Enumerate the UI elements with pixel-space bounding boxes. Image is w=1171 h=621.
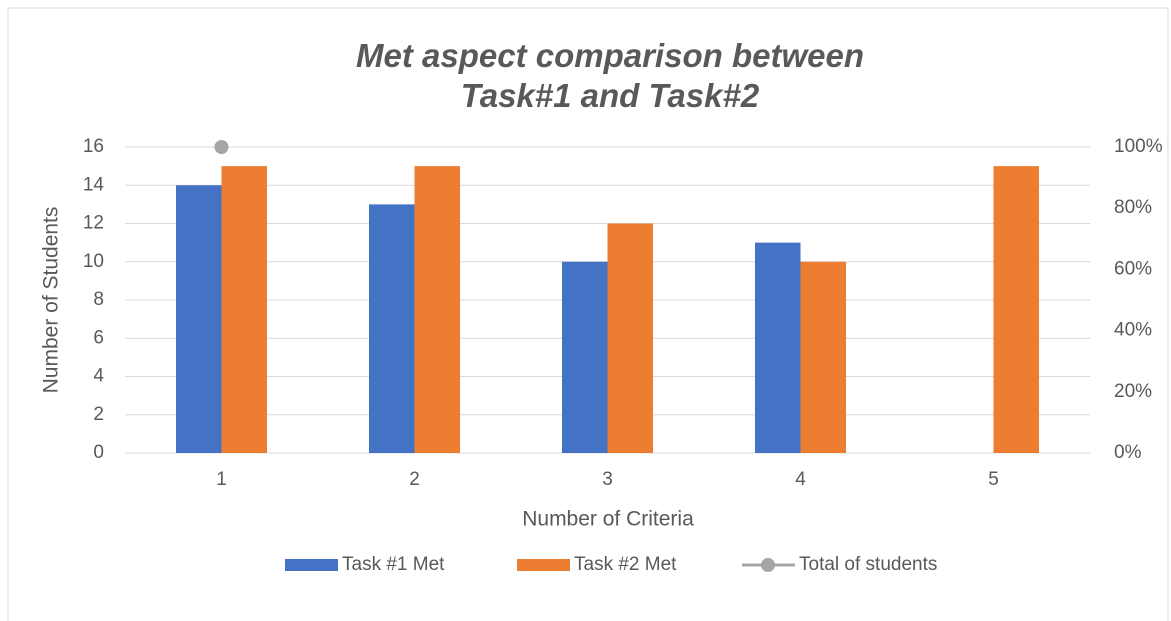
x-tick-label: 5 [988,469,999,490]
y2-tick-label: 20% [1114,381,1152,402]
bar [562,261,608,453]
y2-tick-label: 60% [1114,258,1152,279]
y-tick-label: 4 [93,366,104,387]
x-tick-label: 1 [216,469,227,490]
bar [221,166,267,453]
y2-tick-label: 0% [1114,442,1142,463]
bar [755,242,801,453]
bar [369,204,415,453]
chart-border [7,7,1169,621]
bar [414,166,460,453]
legend-swatch [285,559,338,571]
legend-label: Total of students [799,554,937,575]
bar [800,261,846,453]
y-tick-label: 16 [83,136,104,157]
y2-tick-label: 80% [1114,197,1152,218]
y-tick-label: 10 [83,251,104,272]
legend-label: Task #2 Met [574,554,677,575]
y-tick-label: 6 [93,327,104,348]
y-tick-label: 2 [93,404,104,425]
bar [993,166,1039,453]
x-tick-label: 3 [602,469,613,490]
legend-label: Task #1 Met [342,554,445,575]
y-tick-label: 12 [83,213,104,234]
legend-marker [761,558,775,572]
x-tick-label: 4 [795,469,806,490]
y-axis-label: Number of Students [40,207,63,394]
y-tick-label: 0 [93,442,104,463]
y-tick-label: 8 [93,289,104,310]
chart-title: Met aspect comparison between Task#1 and… [356,37,864,114]
x-tick-label: 2 [409,469,420,490]
x-axis-label: Number of Criteria [522,508,694,531]
bar [607,223,653,453]
bar [176,185,222,453]
legend-swatch [517,559,570,571]
line-point [214,140,229,154]
y2-tick-label: 100% [1114,136,1163,157]
y2-tick-label: 40% [1114,320,1152,341]
y-tick-label: 14 [83,174,105,195]
